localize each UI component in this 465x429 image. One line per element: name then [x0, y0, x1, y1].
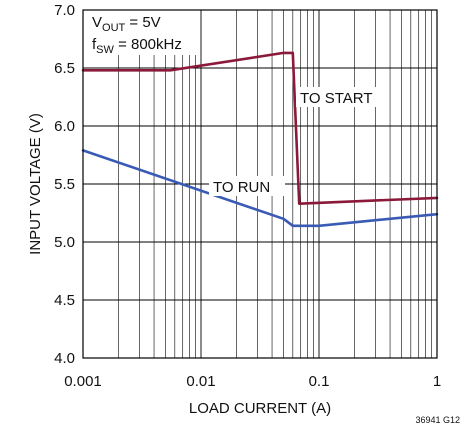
y-tick-label: 5.0: [54, 234, 75, 251]
y-tick-label: 4.0: [54, 350, 75, 367]
conditions-box-bg: [88, 9, 200, 55]
to-start-label: TO START: [300, 90, 373, 107]
y-tick-label: 6.5: [54, 60, 75, 77]
to-run-label: TO RUN: [213, 179, 270, 196]
y-tick-label: 5.5: [54, 176, 75, 193]
annotations: TO START TO RUN VOUT = 5V fSW = 800kHz: [88, 9, 378, 196]
to-run-label-bg: [209, 176, 285, 196]
x-axis-title: LOAD CURRENT (A): [189, 400, 331, 417]
x-tick-label: 1: [433, 373, 441, 390]
tick-labels: 0.001 0.01 0.1 1 4.0 4.5 5.0 5.5 6.0 6.5 7.0: [54, 2, 441, 390]
fsw-condition: fSW = 800kHz: [92, 36, 182, 56]
to-start-line: [81, 51, 439, 205]
vout-condition: VOUT = 5V: [92, 14, 161, 34]
y-tick-label: 6.0: [54, 118, 75, 135]
to-start-label-bg: [296, 87, 378, 107]
x-tick-label: 0.1: [309, 373, 330, 390]
y-axis-title: INPUT VOLTAGE (V): [27, 113, 44, 255]
y-tick-label: 4.5: [54, 292, 75, 309]
plot-frame: [82, 9, 438, 359]
figure-id: 36941 G12: [415, 415, 460, 425]
series-layer: [81, 51, 439, 228]
x-tick-label: 0.01: [186, 373, 215, 390]
y-tick-label: 7.0: [54, 2, 75, 19]
x-tick-label: 0.001: [64, 373, 102, 390]
